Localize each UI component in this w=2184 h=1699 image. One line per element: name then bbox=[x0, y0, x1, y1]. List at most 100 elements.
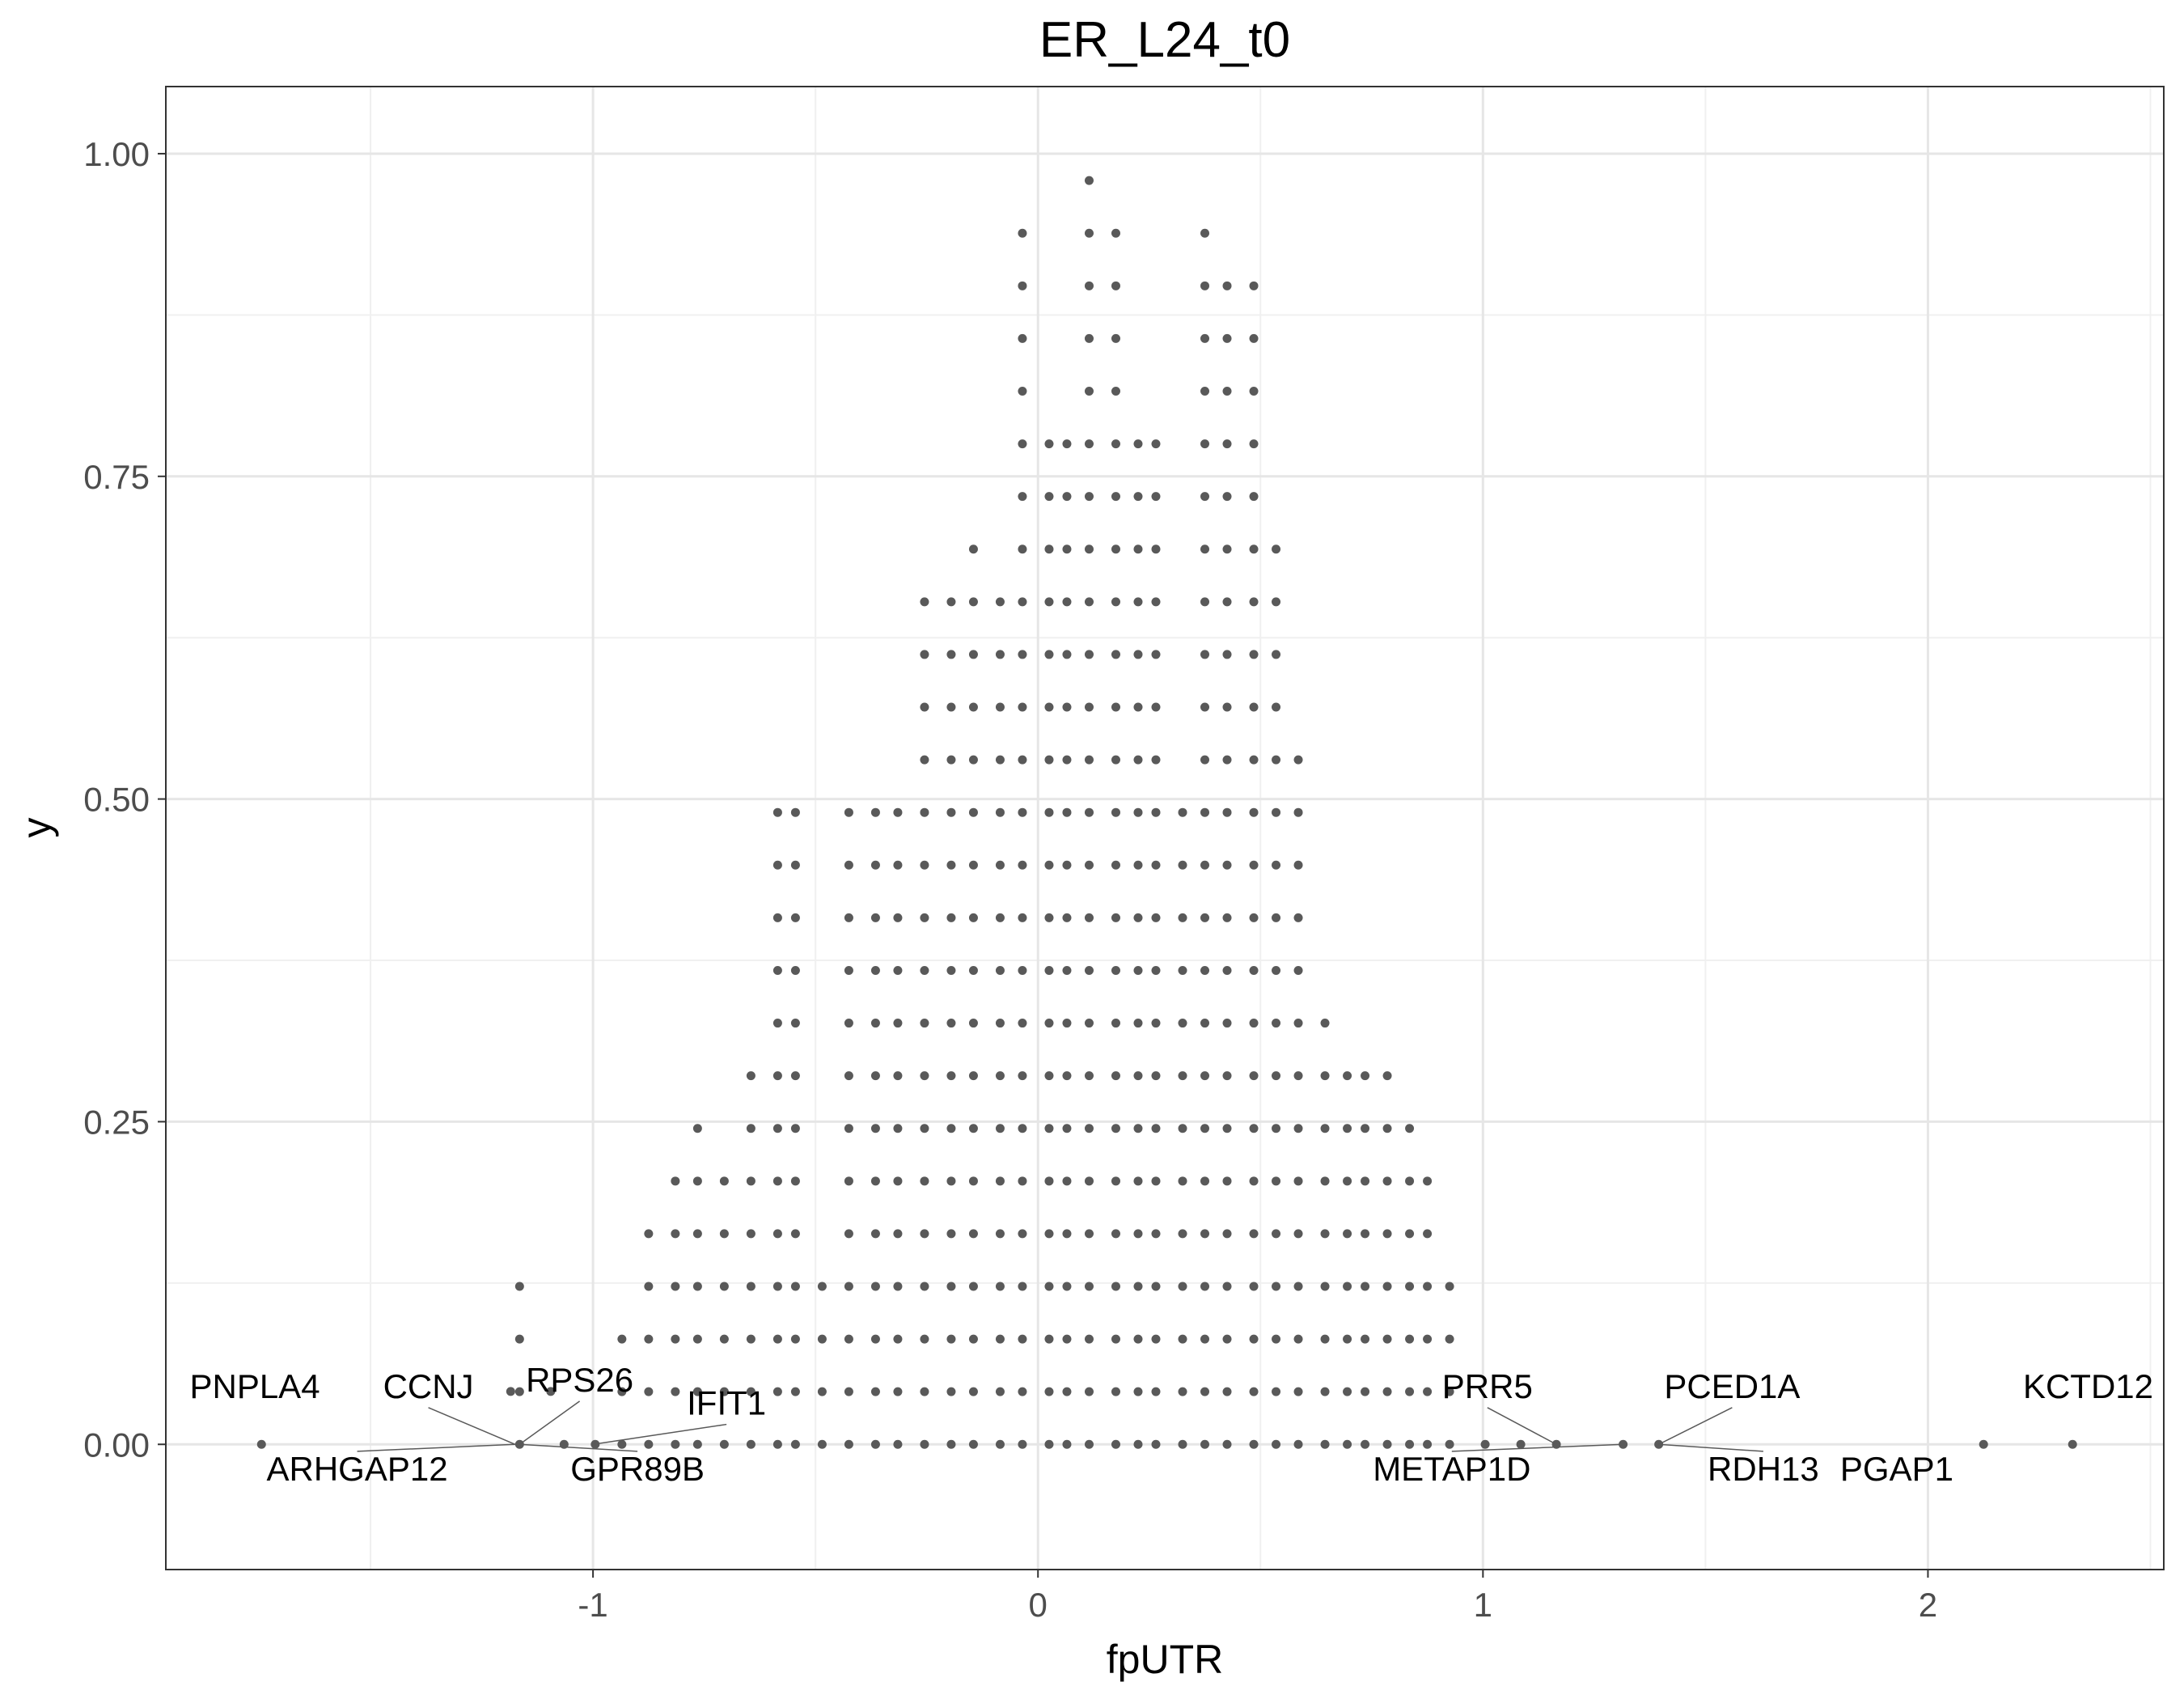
data-point bbox=[1062, 544, 1072, 554]
data-point bbox=[1423, 1387, 1433, 1396]
gene-label: KCTD12 bbox=[2023, 1367, 2153, 1405]
data-point bbox=[1151, 1019, 1161, 1028]
data-point bbox=[1084, 1229, 1094, 1239]
data-point bbox=[1044, 807, 1054, 817]
data-point bbox=[1200, 1387, 1210, 1396]
data-point bbox=[920, 1282, 929, 1291]
data-point bbox=[1018, 807, 1027, 817]
data-point bbox=[1084, 228, 1094, 238]
data-point bbox=[1272, 1387, 1281, 1396]
data-point bbox=[1222, 807, 1232, 817]
data-point bbox=[719, 1334, 729, 1344]
data-point bbox=[1320, 1282, 1330, 1291]
data-point bbox=[844, 1019, 853, 1028]
data-point bbox=[1111, 913, 1120, 922]
data-point bbox=[1293, 965, 1303, 975]
data-point bbox=[870, 965, 880, 975]
data-point bbox=[1111, 386, 1120, 396]
gene-label: CCNJ bbox=[383, 1367, 474, 1405]
y-tick-label: 0.75 bbox=[83, 458, 150, 496]
data-point bbox=[968, 755, 978, 765]
data-point bbox=[1361, 1124, 1370, 1133]
data-point bbox=[1178, 807, 1187, 817]
data-point bbox=[1062, 597, 1072, 607]
data-point bbox=[1222, 1176, 1232, 1186]
data-point bbox=[1249, 386, 1259, 396]
data-point bbox=[1044, 1019, 1054, 1028]
data-point bbox=[1249, 650, 1259, 659]
data-point bbox=[1151, 755, 1161, 765]
data-point bbox=[1249, 755, 1259, 765]
label-leader-line bbox=[1451, 1443, 1623, 1452]
data-point bbox=[1084, 1071, 1094, 1081]
data-point bbox=[844, 1071, 853, 1081]
data-point bbox=[1293, 1124, 1303, 1133]
label-leader-line bbox=[1487, 1407, 1557, 1445]
data-point bbox=[1133, 1071, 1143, 1081]
data-point bbox=[893, 1124, 903, 1133]
data-point bbox=[1044, 860, 1054, 870]
data-point bbox=[1200, 1282, 1210, 1291]
data-point bbox=[1200, 1019, 1210, 1028]
data-point bbox=[692, 1439, 702, 1449]
data-point bbox=[995, 1282, 1005, 1291]
data-point bbox=[968, 1071, 978, 1081]
data-point bbox=[1249, 1124, 1259, 1133]
data-point bbox=[772, 1387, 782, 1396]
data-point bbox=[1062, 965, 1072, 975]
data-point bbox=[1222, 1334, 1232, 1344]
data-point bbox=[1361, 1334, 1370, 1344]
data-point bbox=[1293, 755, 1303, 765]
data-point bbox=[870, 913, 880, 922]
data-point bbox=[1343, 1282, 1352, 1291]
data-point bbox=[968, 1019, 978, 1028]
data-point bbox=[1222, 544, 1232, 554]
data-point bbox=[920, 860, 929, 870]
data-point bbox=[1178, 1124, 1187, 1133]
data-point bbox=[692, 1229, 702, 1239]
data-point bbox=[772, 913, 782, 922]
data-point bbox=[1111, 807, 1120, 817]
data-point bbox=[1044, 650, 1054, 659]
data-point bbox=[995, 1124, 1005, 1133]
data-point bbox=[946, 1387, 956, 1396]
data-point bbox=[817, 1334, 827, 1344]
data-point bbox=[1133, 492, 1143, 502]
data-point bbox=[1018, 1124, 1027, 1133]
data-point bbox=[1111, 650, 1120, 659]
data-point bbox=[1222, 333, 1232, 343]
data-point bbox=[1200, 492, 1210, 502]
data-point bbox=[920, 702, 929, 712]
label-leader-line bbox=[357, 1443, 515, 1452]
data-point bbox=[1178, 1439, 1187, 1449]
data-point bbox=[644, 1439, 654, 1449]
data-point bbox=[617, 1334, 627, 1344]
data-point bbox=[1200, 228, 1210, 238]
data-point bbox=[1272, 913, 1281, 922]
data-point bbox=[1133, 807, 1143, 817]
data-point bbox=[946, 1124, 956, 1133]
data-point bbox=[1111, 965, 1120, 975]
data-point bbox=[844, 807, 853, 817]
data-point bbox=[1018, 228, 1027, 238]
data-point bbox=[870, 1282, 880, 1291]
data-point bbox=[1320, 1124, 1330, 1133]
data-point bbox=[1249, 702, 1259, 712]
data-point bbox=[1200, 1071, 1210, 1081]
data-point bbox=[1272, 807, 1281, 817]
data-point bbox=[946, 1439, 956, 1449]
data-point bbox=[1151, 702, 1161, 712]
data-point bbox=[1018, 1071, 1027, 1081]
y-tick-label: 0.25 bbox=[83, 1103, 150, 1141]
data-point bbox=[1405, 1282, 1415, 1291]
data-point bbox=[1222, 1229, 1232, 1239]
data-point bbox=[1111, 1019, 1120, 1028]
data-point bbox=[1222, 439, 1232, 449]
data-point bbox=[746, 1439, 756, 1449]
data-point bbox=[920, 1176, 929, 1186]
data-point bbox=[844, 1229, 853, 1239]
data-point bbox=[1343, 1334, 1352, 1344]
data-point bbox=[1151, 1071, 1161, 1081]
data-point bbox=[920, 650, 929, 659]
data-point bbox=[790, 807, 800, 817]
